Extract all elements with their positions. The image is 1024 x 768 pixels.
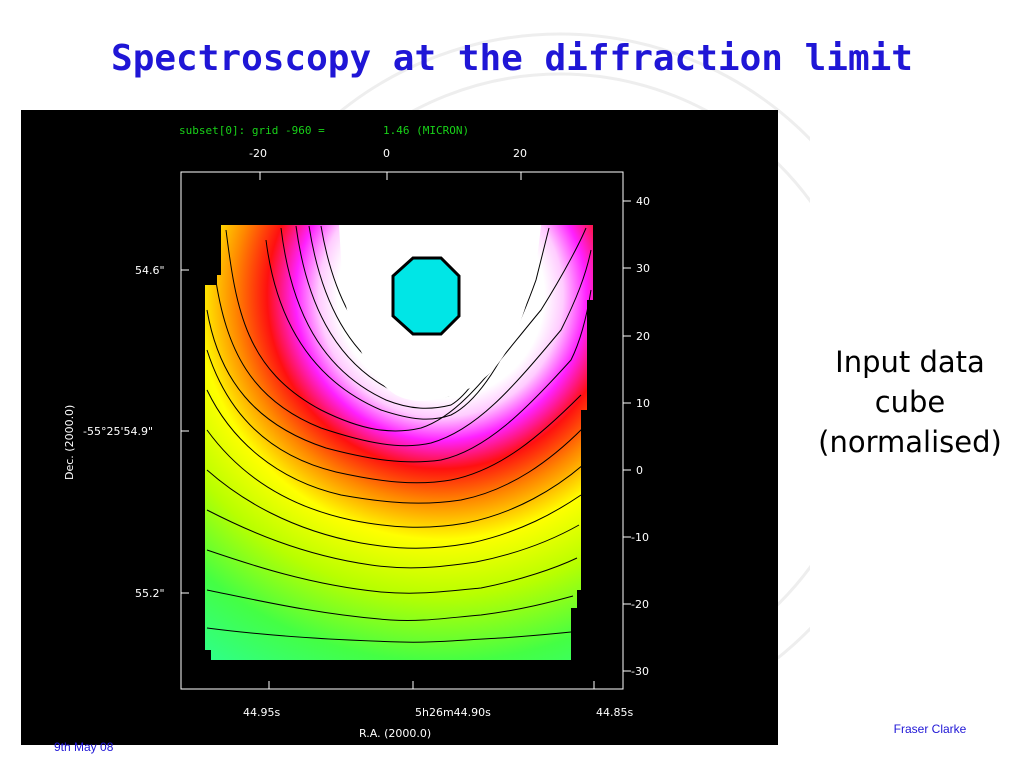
figure-header-left: subset[0]: grid -960 = xyxy=(179,124,325,137)
psf-octagon-mask xyxy=(391,256,461,336)
left-tick-label: 54.6" xyxy=(135,264,165,277)
contour-plot: subset[0]: grid -960 = 1.46 (MICRON) xyxy=(63,124,650,740)
left-tick-label: -55°25'54.9" xyxy=(83,425,153,438)
left-axis-label: Dec. (2000.0) xyxy=(63,405,76,480)
figure-header-right: 1.46 (MICRON) xyxy=(383,124,469,137)
top-tick-label: 0 xyxy=(383,147,390,160)
right-tick-label: -10 xyxy=(631,531,649,544)
right-tick-label: -30 xyxy=(631,665,649,678)
date-footer: 9th May 08 xyxy=(54,740,114,754)
right-tick-label: 0 xyxy=(636,464,643,477)
data-cube-figure: subset[0]: grid -960 = 1.46 (MICRON) xyxy=(21,110,778,745)
author-footer: Fraser Clarke xyxy=(893,722,967,736)
caption-line: cube xyxy=(874,385,946,419)
left-tick-label: 55.2" xyxy=(135,587,165,600)
bottom-axis-label: R.A. (2000.0) xyxy=(359,727,431,740)
slide-title: Spectroscopy at the diffraction limit xyxy=(111,38,913,79)
caption-line: Input data xyxy=(835,345,985,379)
right-tick-label: 30 xyxy=(636,262,650,275)
bottom-tick-label: 5h26m44.90s xyxy=(415,706,491,719)
right-tick-label: 40 xyxy=(636,195,650,208)
top-tick-label: -20 xyxy=(249,147,267,160)
figure-caption: Input data cube (normalised) xyxy=(800,342,1020,462)
right-tick-label: 20 xyxy=(636,330,650,343)
top-tick-label: 20 xyxy=(513,147,527,160)
bottom-tick-label: 44.85s xyxy=(596,706,633,719)
caption-line: (normalised) xyxy=(818,425,1002,459)
right-tick-label: -20 xyxy=(631,598,649,611)
right-tick-label: 10 xyxy=(636,397,650,410)
bottom-tick-label: 44.95s xyxy=(243,706,280,719)
